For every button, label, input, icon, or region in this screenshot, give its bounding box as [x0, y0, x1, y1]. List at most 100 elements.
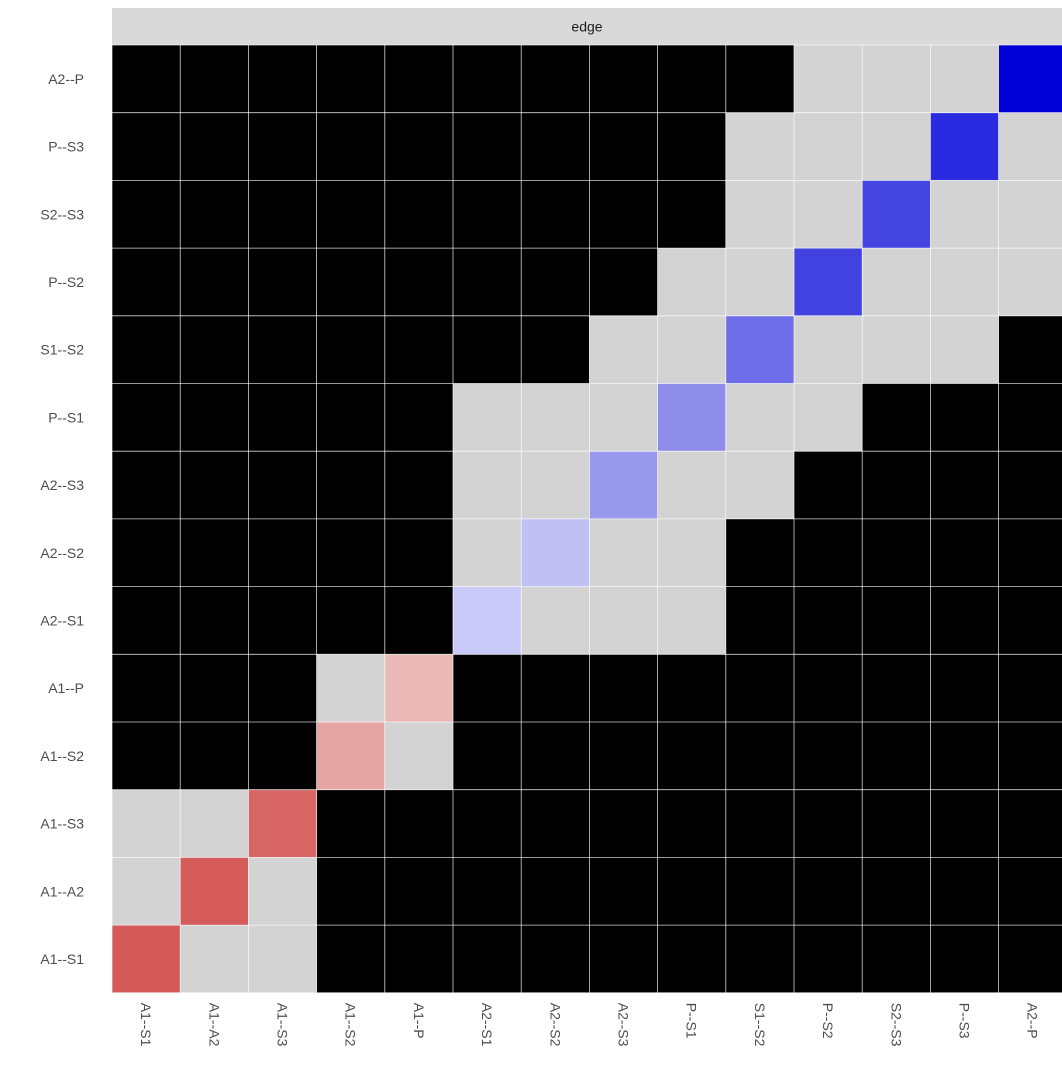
heatmap-cell-A1--P-A2--P	[998, 654, 1062, 722]
heatmap-cell-A1--A2-A1--S1	[112, 857, 181, 926]
heatmap-cell-A2--S1-P--S3	[930, 586, 999, 655]
heatmap-cell-A2--S1-A2--S2	[521, 586, 590, 655]
heatmap-cell-S2--S3-P--S3	[930, 180, 999, 249]
heatmap-gridlines	[111, 44, 1062, 994]
x-tick-label: A1--P	[411, 1003, 427, 1039]
heatmap-cell-A1--A2-S1--S2	[725, 857, 794, 926]
heatmap-cell-P--S2-A2--S3	[589, 248, 658, 316]
heatmap-cell-A2--P-A1--P	[384, 45, 453, 113]
heatmap-cell-A2--S3-S2--S3	[862, 451, 931, 519]
heatmap-cell-A1--S1-A2--S3	[589, 925, 658, 993]
heatmap-cell-S1--S2-A1--S3	[248, 315, 317, 384]
heatmap-cell-P--S1-A1--S1	[112, 383, 181, 452]
y-tick-label: A2--S3	[40, 477, 84, 493]
heatmap-cell-A1--S1-A1--P	[384, 925, 453, 993]
heatmap-cell-A2--S2-A2--S3	[589, 518, 658, 587]
heatmap-cell-A2--S3-A1--S2	[316, 451, 385, 519]
heatmap-cell-P--S2-A2--S1	[453, 248, 522, 316]
heatmap-cell-A2--S1-A1--P	[384, 586, 453, 655]
heatmap-cell-P--S1-A1--S2	[316, 383, 385, 452]
heatmap-cell-A1--S3-S1--S2	[725, 789, 794, 858]
heatmap-cell-P--S3-P--S3	[930, 112, 999, 181]
heatmap-cell-A1--S3-A2--S2	[521, 789, 590, 858]
heatmap-cell-A1--S2-P--S1	[657, 722, 726, 790]
heatmap-cell-P--S3-A2--S3	[589, 112, 658, 181]
heatmap-cell-A2--S2-S2--S3	[862, 518, 931, 587]
y-tick-label: P--S1	[48, 409, 84, 425]
facet-strip-label: edge	[571, 19, 602, 35]
heatmap-cell-S2--S3-A1--P	[384, 180, 453, 249]
heatmap-cell-A1--P-A2--S2	[521, 654, 590, 722]
facet-strip: edge	[112, 8, 1062, 45]
heatmap-cell-A1--S3-P--S3	[930, 789, 999, 858]
x-tick-label: P--S2	[820, 1003, 836, 1039]
heatmap-cell-A1--S2-A1--S2	[316, 722, 385, 790]
x-tick-label: A1--S1	[138, 1003, 154, 1047]
heatmap-cell-P--S2-A1--A2	[180, 248, 249, 316]
heatmap-cell-P--S1-A2--S1	[453, 383, 522, 452]
heatmap-cell-A1--S1-A2--S1	[453, 925, 522, 993]
heatmap-cell-S2--S3-P--S2	[794, 180, 863, 249]
heatmap-cell-A2--S1-A2--P	[998, 586, 1062, 655]
heatmap-cell-A1--S2-A2--P	[998, 722, 1062, 790]
heatmap-cell-A2--S3-A1--A2	[180, 451, 249, 519]
heatmap-cell-P--S1-S2--S3	[862, 383, 931, 452]
heatmap-cell-A1--S1-A1--S1	[112, 925, 181, 993]
heatmap-cell-A1--P-S1--S2	[725, 654, 794, 722]
heatmap-cell-A2--S2-A1--S1	[112, 518, 181, 587]
heatmap-cell-P--S3-A1--A2	[180, 112, 249, 181]
heatmap-cell-S1--S2-A2--S1	[453, 315, 522, 384]
heatmap-cell-P--S3-A2--S1	[453, 112, 522, 181]
heatmap-cell-A2--S3-P--S3	[930, 451, 999, 519]
heatmap-cell-A1--S2-A2--S3	[589, 722, 658, 790]
heatmap-cell-A1--A2-A1--A2	[180, 857, 249, 926]
heatmap-cell-P--S3-A1--S3	[248, 112, 317, 181]
heatmap-cell-A2--S1-S2--S3	[862, 586, 931, 655]
y-tick-label: A2--S1	[40, 612, 84, 628]
heatmap-cell-P--S2-P--S2	[794, 248, 863, 316]
heatmap-cell-A1--P-P--S2	[794, 654, 863, 722]
heatmap-cell-A1--S2-S2--S3	[862, 722, 931, 790]
heatmap-cell-A2--P-A2--P	[998, 45, 1062, 113]
heatmap-cell-P--S2-S1--S2	[725, 248, 794, 316]
heatmap-cell-S2--S3-A1--A2	[180, 180, 249, 249]
heatmap-cell-A1--S3-A1--S2	[316, 789, 385, 858]
heatmap-cell-A1--S1-A1--A2	[180, 925, 249, 993]
heatmap-cell-A1--S3-A1--S1	[112, 789, 181, 858]
heatmap-cell-A2--P-A2--S2	[521, 45, 590, 113]
heatmap-cell-S1--S2-P--S3	[930, 315, 999, 384]
heatmap-cell-P--S2-P--S3	[930, 248, 999, 316]
heatmap-cell-A1--S1-P--S2	[794, 925, 863, 993]
heatmap-cell-A1--A2-A2--P	[998, 857, 1062, 926]
heatmap-cell-A1--S2-A1--A2	[180, 722, 249, 790]
heatmap-cell-P--S2-A1--S3	[248, 248, 317, 316]
heatmap-cell-A2--S3-A2--S3	[589, 451, 658, 519]
x-tick-label: P--S1	[684, 1003, 700, 1039]
heatmap-cell-A1--S3-A2--S1	[453, 789, 522, 858]
heatmap-cell-A1--S3-P--S2	[794, 789, 863, 858]
x-tick-label: S2--S3	[888, 1003, 904, 1047]
heatmap-cell-A1--S3-P--S1	[657, 789, 726, 858]
x-tick-label: A2--P	[1025, 1003, 1041, 1039]
heatmap-cell-P--S2-A2--S2	[521, 248, 590, 316]
heatmap-cell-A2--S2-A1--P	[384, 518, 453, 587]
heatmap-cell-A1--S2-A1--P	[384, 722, 453, 790]
y-tick-label: S2--S3	[40, 206, 84, 222]
heatmap-cell-S2--S3-A2--S1	[453, 180, 522, 249]
heatmap-cell-S1--S2-A1--S2	[316, 315, 385, 384]
heatmap-cell-S2--S3-S1--S2	[725, 180, 794, 249]
heatmap-cell-A1--S1-A1--S3	[248, 925, 317, 993]
heatmap-cells	[112, 45, 1062, 993]
heatmap-cell-P--S3-P--S1	[657, 112, 726, 181]
heatmap-cell-P--S1-A2--P	[998, 383, 1062, 452]
heatmap-cell-A1--S3-A2--P	[998, 789, 1062, 858]
heatmap-cell-P--S1-A1--S3	[248, 383, 317, 452]
x-tick-label: A1--S2	[343, 1003, 359, 1047]
heatmap-cell-A2--S1-P--S1	[657, 586, 726, 655]
y-tick-label: A1--A2	[40, 883, 84, 899]
heatmap-cell-A1--S2-P--S3	[930, 722, 999, 790]
heatmap-cell-A2--S3-A2--S2	[521, 451, 590, 519]
heatmap-cell-A1--P-A1--S2	[316, 654, 385, 722]
heatmap-cell-A2--S3-A1--P	[384, 451, 453, 519]
heatmap-cell-A2--S2-P--S2	[794, 518, 863, 587]
